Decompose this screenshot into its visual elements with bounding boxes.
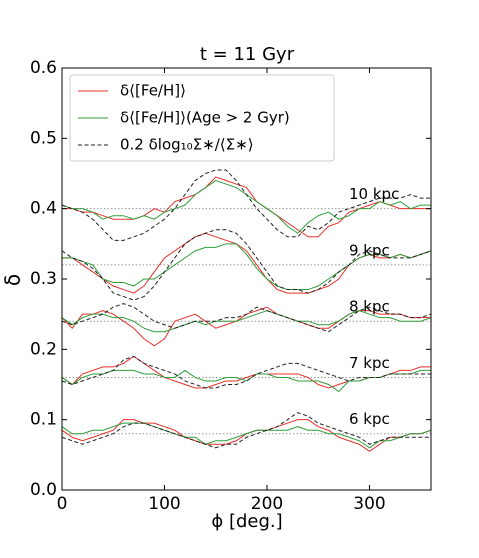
y-axis-label: δ bbox=[1, 274, 25, 286]
legend-label: 0.2 δlog₁₀Σ∗/⟨Σ∗⟩ bbox=[120, 136, 254, 154]
group-label: 7 kpc bbox=[349, 354, 390, 372]
y-tick-label: 0.6 bbox=[30, 58, 57, 78]
x-tick-label: 300 bbox=[353, 494, 385, 514]
group-label: 6 kpc bbox=[349, 410, 390, 428]
y-tick-label: 0.3 bbox=[30, 269, 57, 289]
y-tick-label: 0.5 bbox=[30, 128, 57, 148]
series-line bbox=[61, 422, 432, 449]
y-tick-label: 0.1 bbox=[30, 410, 57, 430]
chart-title: t = 11 Gyr bbox=[200, 44, 295, 65]
x-tick-label: 100 bbox=[148, 494, 180, 514]
x-tick-label: 200 bbox=[251, 494, 283, 514]
legend-box bbox=[69, 74, 335, 162]
x-tick-label: 0 bbox=[57, 494, 68, 514]
group-label: 8 kpc bbox=[349, 298, 390, 316]
group-label: 9 kpc bbox=[349, 241, 390, 259]
y-tick-label: 0.0 bbox=[30, 480, 57, 500]
series-line bbox=[61, 412, 431, 449]
series-line bbox=[62, 176, 431, 238]
series-line bbox=[62, 243, 432, 291]
legend-label: δ⟨[Fe/H]⟩ bbox=[120, 82, 186, 100]
series-line bbox=[61, 369, 431, 393]
series-line bbox=[61, 169, 431, 241]
group-label: 10 kpc bbox=[349, 185, 399, 203]
x-axis-label: ϕ [deg.] bbox=[211, 511, 282, 532]
series-line bbox=[61, 229, 432, 301]
series-line bbox=[61, 310, 432, 333]
series-line bbox=[61, 355, 431, 389]
y-tick-label: 0.4 bbox=[30, 199, 57, 219]
series-line bbox=[61, 303, 432, 333]
y-tick-label: 0.2 bbox=[30, 339, 57, 359]
legend-label: δ⟨[Fe/H]⟩(Age > 2 Gyr) bbox=[120, 109, 290, 127]
